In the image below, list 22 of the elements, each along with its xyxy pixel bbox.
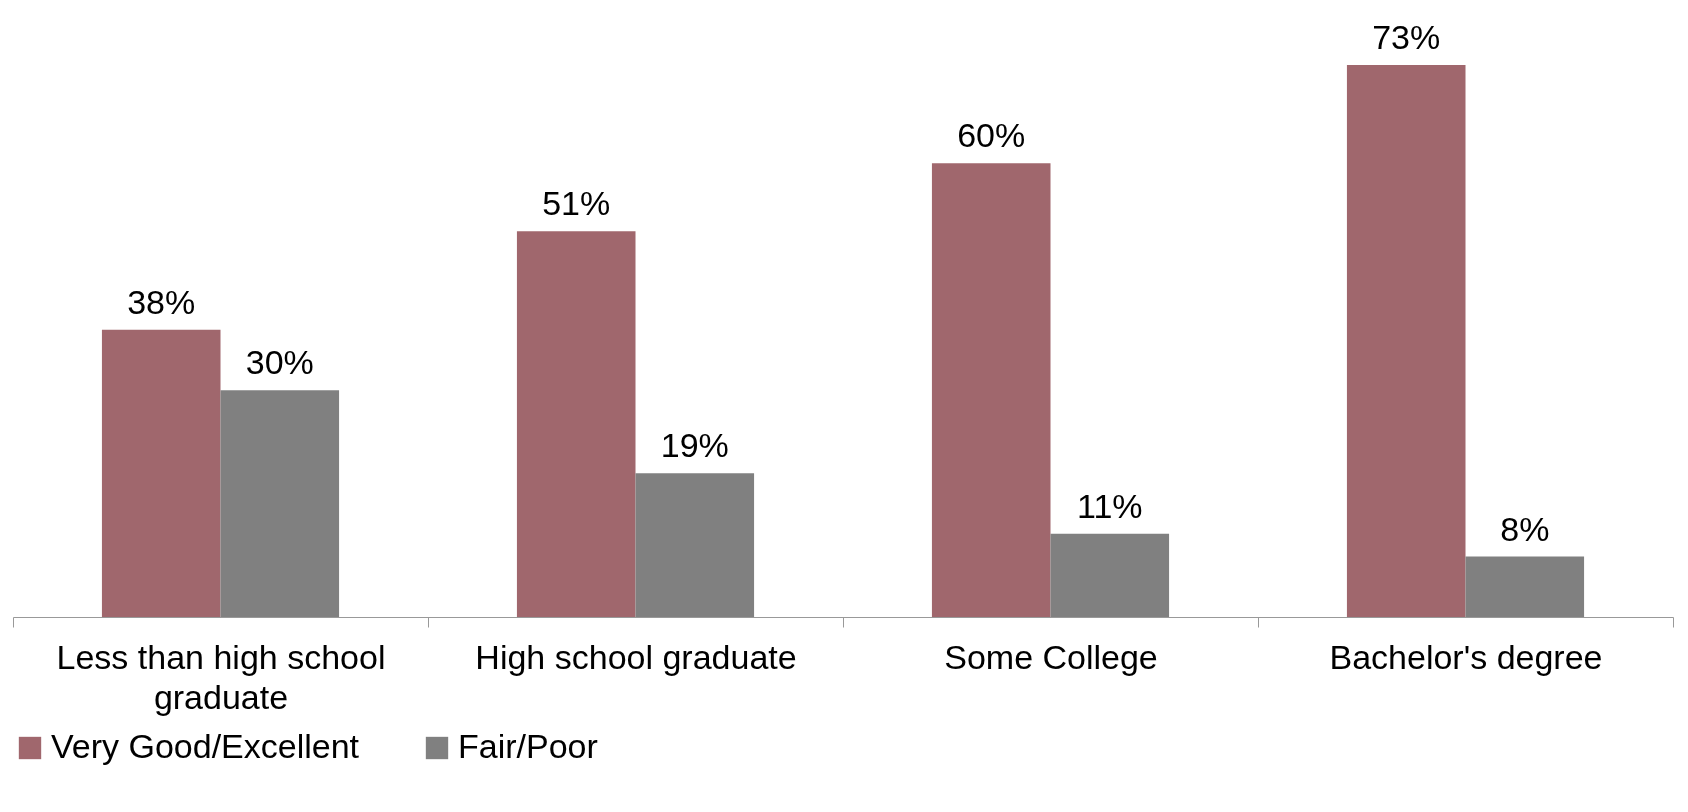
data-label: 73% (1372, 17, 1441, 56)
x-tick-label: Some College (944, 637, 1158, 676)
data-label: 51% (542, 184, 611, 223)
data-label: 11% (1077, 486, 1143, 525)
data-label: 38% (127, 282, 196, 321)
data-label: 30% (245, 343, 314, 382)
bar (220, 390, 340, 617)
x-tick-label: Less than high school graduate (56, 637, 386, 716)
data-label: 60% (957, 116, 1026, 155)
legend-label: Fair/Poor (458, 727, 598, 765)
bar (101, 329, 221, 617)
bar (1465, 556, 1585, 617)
bar (1346, 64, 1466, 617)
data-label: 19% (660, 426, 729, 465)
x-tick-label: High school graduate (475, 637, 797, 676)
bar (1050, 533, 1170, 617)
bar (516, 231, 636, 617)
bar (931, 163, 1051, 617)
data-label: 8% (1500, 509, 1550, 548)
bar (635, 473, 755, 617)
legend-label: Very Good/Excellent (51, 727, 360, 765)
x-tick-label: Bachelor's degree (1329, 637, 1603, 676)
